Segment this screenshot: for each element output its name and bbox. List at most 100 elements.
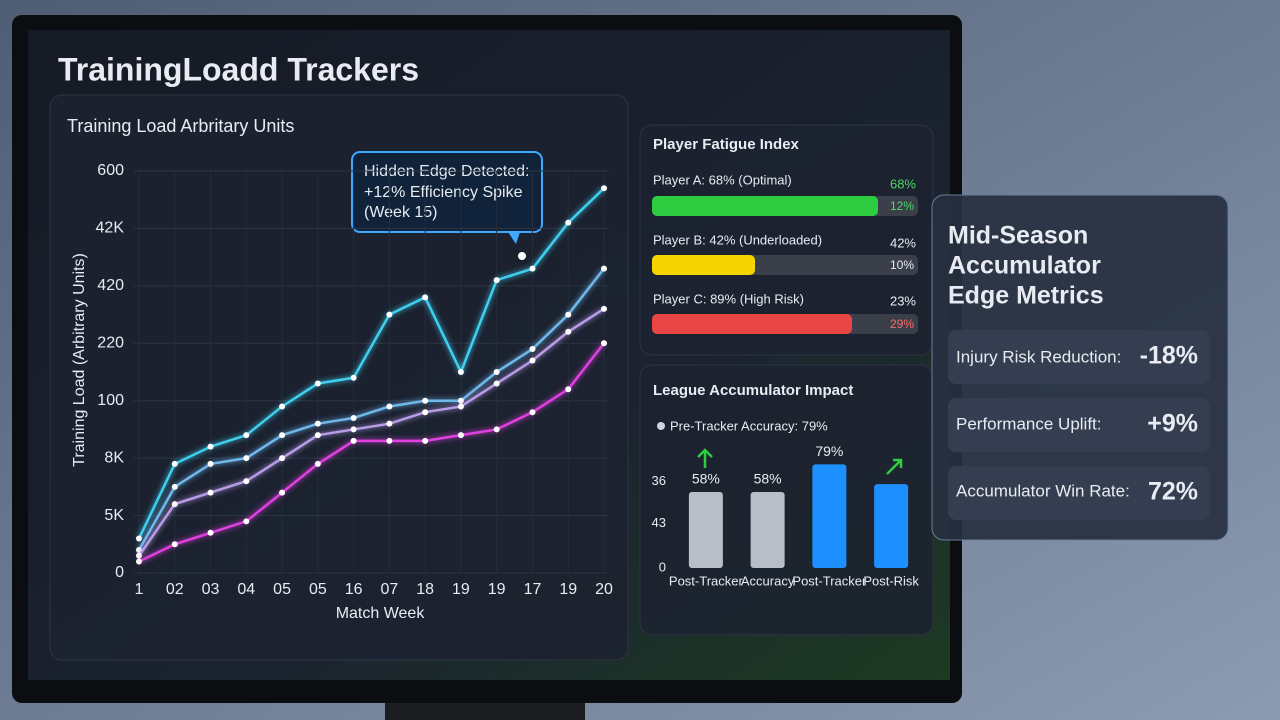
x-tick-label: 03 (202, 581, 220, 598)
fatigue-value: 68% (890, 176, 916, 191)
bar-value-label: 58% (692, 471, 720, 487)
bar (874, 484, 909, 568)
fatigue-fill (652, 196, 878, 216)
metrics-title: Edge Metrics (948, 282, 1104, 310)
y-tick-label: 220 (97, 335, 124, 352)
line-point (601, 265, 607, 272)
y-tick-label: 0 (659, 559, 666, 574)
line-point (314, 460, 321, 467)
line-point (457, 432, 464, 439)
line-point (350, 426, 357, 433)
dashboard-title: TrainingLoadd Trackers (58, 51, 419, 87)
line-point (386, 403, 393, 410)
bar-chart-title: League Accumulator Impact (653, 382, 853, 399)
line-point (314, 420, 321, 427)
line-point (457, 397, 464, 404)
y-tick-label: 0 (115, 564, 124, 581)
line-series (137, 187, 605, 540)
line-point (136, 558, 142, 565)
fatigue-bar-text: 12% (890, 199, 914, 213)
y-tick-label: 36 (652, 473, 666, 488)
metrics-title: Accumulator (948, 252, 1101, 280)
metric-value: 72% (1148, 478, 1198, 506)
y-tick-label: 43 (652, 515, 666, 530)
metric-value: +9% (1147, 410, 1198, 438)
line-point (243, 432, 250, 439)
metric-card (948, 398, 1210, 452)
line-point (493, 277, 500, 284)
metric-value: -18% (1140, 342, 1198, 370)
bar-value-label: 79% (815, 443, 843, 459)
fatigue-label: Player B: 42% (Underloaded) (653, 232, 822, 247)
metric-label: Performance Uplift: (956, 414, 1102, 433)
line-point (171, 460, 178, 467)
line-point (243, 455, 250, 462)
line-point (601, 185, 607, 192)
fatigue-label: Player C: 89% (High Risk) (653, 291, 804, 306)
metric-card (948, 466, 1210, 520)
x-tick-label: 02 (166, 581, 184, 598)
x-tick-label: Accuracy (741, 573, 795, 588)
line-point (601, 305, 607, 312)
line-point (565, 311, 572, 318)
line-point (136, 552, 142, 559)
up-arrow (697, 448, 713, 468)
x-tick-label: 07 (380, 581, 398, 598)
line-series (137, 267, 605, 551)
line-point (243, 478, 250, 485)
x-tick-label: 19 (559, 581, 577, 598)
line-point (565, 386, 572, 393)
fatigue-bar-text: 10% (890, 258, 914, 272)
y-tick-label: 42K (96, 220, 125, 237)
fatigue-fill (652, 314, 852, 334)
line-point (350, 414, 357, 421)
metric-card (948, 330, 1210, 384)
annotation-box (351, 151, 543, 233)
line-point (422, 409, 429, 416)
bar (750, 491, 785, 568)
annotation-pointer (508, 232, 520, 244)
x-tick-label: 19 (488, 581, 506, 598)
y-tick-label: 100 (97, 392, 124, 409)
line-point (279, 455, 286, 462)
fatigue-fill (652, 255, 755, 275)
line-point (601, 340, 607, 347)
line-point (493, 369, 500, 375)
line-chart-title: Training Load Arbritary Units (67, 116, 294, 136)
x-tick-label: 17 (524, 581, 542, 598)
x-tick-label: 05 (273, 581, 291, 598)
legend-dot (657, 422, 665, 430)
y-tick-label: 600 (97, 162, 124, 179)
y-tick-label: 420 (97, 277, 124, 294)
line-point (350, 437, 357, 444)
line-point (386, 437, 393, 444)
line-point (529, 409, 536, 416)
y-axis-label: Training Load (Arbitrary Units) (71, 253, 88, 467)
line-point (565, 219, 572, 226)
x-tick-label: 18 (416, 581, 434, 598)
fatigue-label: Player A: 68% (Optimal) (653, 172, 792, 187)
line-point (386, 311, 393, 318)
fatigue-title: Player Fatigue Index (653, 136, 800, 153)
annotation-line: Hidden Edge Detected: (364, 163, 529, 180)
metrics-title: Mid-Season (948, 222, 1088, 250)
x-tick-label: 04 (237, 581, 255, 598)
fatigue-bar-text: 29% (890, 317, 914, 331)
line-point (136, 535, 142, 542)
line-point (422, 437, 429, 444)
line-point (279, 403, 286, 410)
x-axis-label: Match Week (336, 605, 426, 622)
line-point (171, 483, 178, 490)
line-point (314, 380, 321, 387)
x-tick-label: 19 (452, 581, 470, 598)
line-point (529, 346, 536, 353)
line-point (171, 541, 178, 548)
metric-label: Accumulator Win Rate: (956, 481, 1130, 500)
line-point (493, 426, 500, 433)
line-point (493, 380, 500, 387)
line-point (457, 369, 464, 375)
annotation-line: +12% Efficiency Spike (364, 184, 523, 201)
line-point (207, 489, 214, 496)
